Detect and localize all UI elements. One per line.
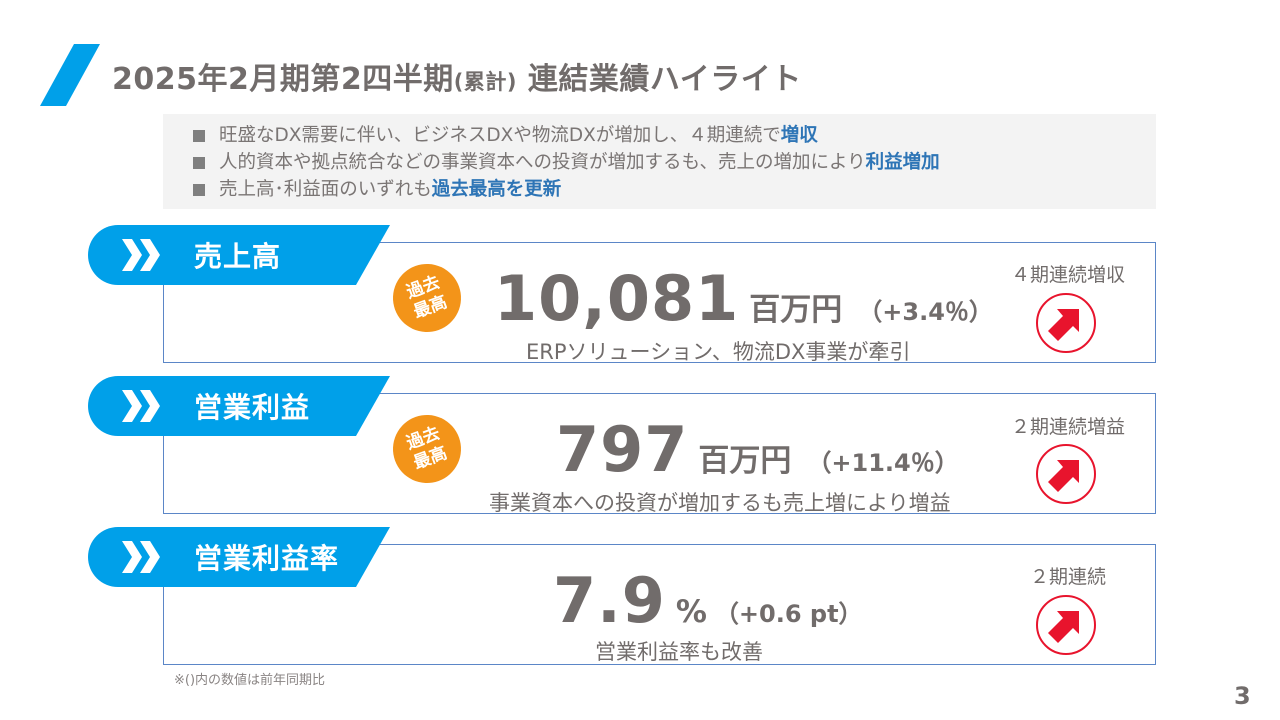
operating-margin-caption: 営業利益率も改善 — [595, 640, 763, 664]
up-right-arrow-icon — [1036, 595, 1096, 655]
operating-margin-metric: 7.9 % （+0.6 pt） — [553, 564, 863, 637]
square-bullet-icon — [193, 129, 205, 142]
square-bullet-icon — [193, 156, 205, 169]
summary-text: 売上高･利益面のいずれも — [219, 179, 432, 200]
operating-margin-streak: ２期連続 — [1029, 566, 1106, 588]
tab-shape — [88, 527, 390, 587]
operating-margin-unit: % — [675, 594, 707, 630]
summary-highlight: 過去最高を更新 — [431, 179, 562, 200]
operating-profit-change: （+11.4％） — [807, 449, 959, 477]
sales-caption: ERPソリューション、物流DX事業が牽引 — [526, 340, 911, 364]
summary-highlight: 増収 — [780, 125, 818, 146]
footnote: ※()内の数値は前年同期比 — [174, 673, 326, 688]
tab-shape — [88, 376, 390, 436]
summary-highlight: 利益増加 — [865, 152, 940, 173]
operating-margin-value: 7.9 — [553, 564, 666, 637]
title-accent-slash-icon — [40, 44, 100, 106]
sales-tab: 売上高 — [88, 225, 390, 285]
page-title-cumulative: (累計) — [453, 70, 517, 94]
operating-profit-caption: 事業資本への投資が増加するも売上増により増益 — [489, 491, 951, 515]
operating-profit-value: 797 — [556, 413, 689, 486]
summary-line: 旺盛なDX需要に伴い、ビジネスDXや物流DXが増加し、４期連続で 増収 — [193, 122, 1156, 149]
sales-change: （+3.4％） — [858, 298, 993, 326]
operating-profit-metric: 797 百万円 （+11.4％） — [556, 413, 959, 486]
summary-box: 旺盛なDX需要に伴い、ビジネスDXや物流DXが増加し、４期連続で 増収 人的資本や… — [163, 114, 1156, 209]
sales-value: 10,081 — [494, 262, 740, 335]
tab-shape — [88, 225, 390, 285]
up-right-arrow-icon — [1036, 444, 1096, 504]
up-right-arrow-icon — [1036, 293, 1096, 353]
summary-text: 旺盛なDX需要に伴い、ビジネスDXや物流DXが増加し、４期連続で — [219, 125, 781, 146]
square-bullet-icon — [193, 183, 205, 196]
operating-margin-tab: 営業利益率 — [88, 527, 390, 587]
summary-line: 売上高･利益面のいずれも 過去最高を更新 — [193, 176, 1156, 203]
sales-streak: ４期連続増収 — [1010, 264, 1125, 286]
double-chevron-icon — [122, 390, 160, 422]
page-title-rest: 連結業績ハイライト — [516, 62, 802, 97]
page-number: 3 — [1234, 682, 1251, 710]
operating-profit-tab-label: 営業利益 — [194, 391, 311, 424]
operating-margin-change: （+0.6 pt） — [714, 600, 863, 628]
operating-profit-streak: ２期連続増益 — [1010, 416, 1125, 438]
operating-profit-unit: 百万円 — [698, 443, 792, 479]
sales-unit: 百万円 — [749, 292, 843, 328]
sales-metric: 10,081 百万円 （+3.4％） — [494, 262, 993, 335]
double-chevron-icon — [122, 541, 160, 573]
page-title: 2025年2月期第2四半期(累計) 連結業績ハイライト — [112, 54, 802, 98]
page-title-main: 2025年2月期第2四半期 — [112, 62, 454, 97]
summary-text: 人的資本や拠点統合などの事業資本への投資が増加するも、売上の増加により — [219, 152, 866, 173]
operating-margin-tab-label: 営業利益率 — [194, 542, 340, 575]
summary-line: 人的資本や拠点統合などの事業資本への投資が増加するも、売上の増加により 利益増加 — [193, 149, 1156, 176]
sales-tab-label: 売上高 — [194, 240, 282, 273]
operating-profit-tab: 営業利益 — [88, 376, 390, 436]
double-chevron-icon — [122, 239, 160, 271]
